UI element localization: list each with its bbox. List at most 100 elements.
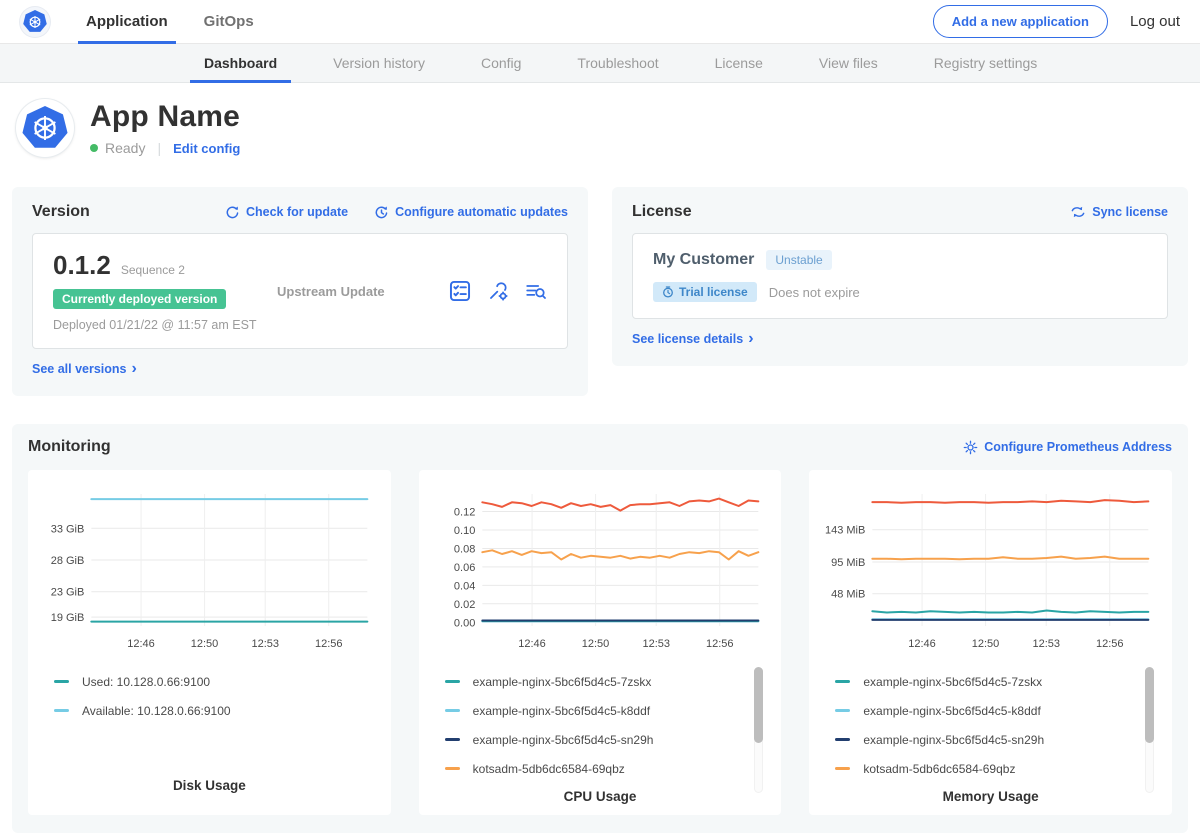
configure-prometheus-label: Configure Prometheus Address xyxy=(984,440,1172,454)
gear-icon xyxy=(963,440,978,454)
tab-registry-settings[interactable]: Registry settings xyxy=(920,44,1051,82)
memory-usage-panel: 143 MiB 95 MiB 48 MiB 12:46 12:50 12:53 12:56 … xyxy=(809,470,1173,815)
configure-prometheus-link[interactable]: Configure Prometheus Address xyxy=(963,440,1172,455)
legend-scrollbar[interactable] xyxy=(1145,667,1155,793)
divider: | xyxy=(157,140,162,156)
customer-name: My Customer xyxy=(653,251,755,268)
tab-troubleshoot[interactable]: Troubleshoot xyxy=(563,44,672,82)
check-for-update-label: Check for update xyxy=(245,205,349,219)
svg-text:0.06: 0.06 xyxy=(454,562,475,574)
chart-svg: 143 MiB 95 MiB 48 MiB 12:46 12:50 12:53 12:56 xyxy=(825,494,1150,650)
nav-tab-gitops-label: GitOps xyxy=(203,13,254,30)
wrench-gear-icon xyxy=(490,282,508,301)
status-label: Ready xyxy=(105,140,146,156)
sync-license-link[interactable]: Sync license xyxy=(1070,205,1168,219)
svg-text:12:56: 12:56 xyxy=(706,638,734,650)
logs-search-icon xyxy=(526,285,546,299)
svg-text:0.12: 0.12 xyxy=(454,507,475,519)
monitoring-card: Monitoring Configure Prometheus Address … xyxy=(12,424,1188,833)
trial-license-label: Trial license xyxy=(679,285,748,299)
sync-license-label: Sync license xyxy=(1092,205,1168,219)
edit-config-button[interactable] xyxy=(487,280,509,302)
version-number: 0.1.2 xyxy=(53,250,111,280)
svg-text:0.04: 0.04 xyxy=(454,580,475,592)
add-application-button[interactable]: Add a new application xyxy=(932,5,1108,38)
app-icon xyxy=(16,99,74,157)
tab-troubleshoot-label: Troubleshoot xyxy=(577,55,659,71)
legend-label: kotsadm-5db6dc6584-69qbz xyxy=(472,761,625,776)
legend-item: example-nginx-5bc6f5d4c5-7zskx xyxy=(444,667,770,696)
cpu-usage-legend: example-nginx-5bc6f5d4c5-7zskx example-ng… xyxy=(431,667,770,793)
tab-dashboard[interactable]: Dashboard xyxy=(190,44,292,83)
svg-text:12:50: 12:50 xyxy=(191,638,219,650)
chart-title: Disk Usage xyxy=(172,778,246,793)
tab-view-files[interactable]: View files xyxy=(805,44,892,82)
legend-item: example-nginx-5bc6f5d4c5-k8ddf xyxy=(444,696,770,725)
edit-config-link[interactable]: Edit config xyxy=(173,140,241,156)
svg-text:48 MiB: 48 MiB xyxy=(831,589,865,601)
configure-automatic-updates-label: Configure automatic updates xyxy=(395,205,568,219)
version-source-label: Upstream Update xyxy=(277,283,385,299)
legend-item: kotsadm-5db6dc6584-69qbz xyxy=(444,754,770,783)
tab-registry-settings-label: Registry settings xyxy=(933,55,1038,71)
checklist-icon xyxy=(449,280,471,302)
legend-label: Used: 10.128.0.66:9100 xyxy=(82,674,211,689)
legend-swatch xyxy=(835,680,851,683)
svg-text:95 MiB: 95 MiB xyxy=(831,557,865,569)
see-license-details-link[interactable]: See license details › xyxy=(632,330,754,347)
preflight-checks-button[interactable] xyxy=(449,280,471,302)
app-header: App Name Ready | Edit config xyxy=(0,83,1200,175)
top-nav: Application GitOps Add a new application… xyxy=(0,0,1200,44)
version-card-title: Version xyxy=(32,203,90,220)
view-logs-button[interactable] xyxy=(525,280,547,302)
legend-label: kotsadm-5db6dc6584-69qbz xyxy=(863,761,1016,776)
svg-text:12:53: 12:53 xyxy=(642,638,670,650)
legend-item: Used: 10.128.0.66:9100 xyxy=(54,667,379,696)
chevron-right-icon: › xyxy=(131,360,137,377)
tab-config[interactable]: Config xyxy=(467,44,535,82)
svg-text:33 GiB: 33 GiB xyxy=(51,523,85,535)
scrollbar-thumb[interactable] xyxy=(1145,667,1155,743)
cpu-usage-panel: 0.12 0.10 0.08 0.06 0.04 0.02 0.00 12:46 12:50 12… xyxy=(418,470,782,815)
deployed-timestamp: Deployed 01/21/22 @ 11:57 am EST xyxy=(53,318,257,332)
legend-item: kotsadm-5db6dc6584-69qbz xyxy=(835,754,1160,783)
legend-swatch xyxy=(835,709,851,712)
see-all-versions-label: See all versions xyxy=(32,362,127,376)
see-license-details-label: See license details xyxy=(632,332,744,346)
cpu-usage-chart: 0.12 0.10 0.08 0.06 0.04 0.02 0.00 12:46 12:50 12… xyxy=(431,484,770,661)
chart-svg: 0.12 0.10 0.08 0.06 0.04 0.02 0.00 12:46 12:50 12… xyxy=(454,494,760,650)
tab-license[interactable]: License xyxy=(701,44,777,82)
legend-label: example-nginx-5bc6f5d4c5-sn29h xyxy=(863,732,1045,747)
license-panel: My Customer Unstable Trial license Does … xyxy=(632,233,1168,319)
legend-swatch xyxy=(835,738,851,741)
tab-version-history[interactable]: Version history xyxy=(319,44,439,82)
legend-scrollbar[interactable] xyxy=(754,667,764,793)
ship-wheel-icon xyxy=(29,15,41,28)
nav-tab-application[interactable]: Application xyxy=(72,0,182,44)
see-all-versions-link[interactable]: See all versions › xyxy=(32,360,137,377)
disk-usage-panel: 33 GiB 28 GiB 23 GiB 19 GiB 12:46 12:50 12:53 1… xyxy=(28,470,391,815)
svg-text:0.10: 0.10 xyxy=(454,525,475,537)
version-sequence: Sequence 2 xyxy=(120,263,185,277)
current-version-panel: 0.1.2 Sequence 2 Currently deployed vers… xyxy=(32,233,568,349)
tab-dashboard-label: Dashboard xyxy=(204,55,278,71)
configure-automatic-updates-link[interactable]: Configure automatic updates xyxy=(374,205,568,220)
legend-label: example-nginx-5bc6f5d4c5-7zskx xyxy=(472,674,652,689)
logout-button[interactable]: Log out xyxy=(1129,13,1180,30)
check-for-update-link[interactable]: Check for update xyxy=(225,205,348,220)
legend-label: Available: 10.128.0.66:9100 xyxy=(82,703,231,718)
tab-license-label: License xyxy=(714,55,763,71)
svg-text:143 MiB: 143 MiB xyxy=(825,525,865,537)
legend-label: example-nginx-5bc6f5d4c5-7zskx xyxy=(863,674,1043,689)
legend-label: example-nginx-5bc6f5d4c5-k8ddf xyxy=(863,703,1041,718)
license-card: License Sync license My Customer Unstabl… xyxy=(612,187,1188,366)
chevron-right-icon: › xyxy=(748,330,754,347)
nav-tab-gitops[interactable]: GitOps xyxy=(190,0,268,43)
svg-text:12:46: 12:46 xyxy=(127,638,155,650)
svg-text:0.00: 0.00 xyxy=(454,617,475,629)
chart-svg: 33 GiB 28 GiB 23 GiB 19 GiB 12:46 12:50 12:53 1… xyxy=(51,494,369,650)
scrollbar-thumb[interactable] xyxy=(754,667,764,743)
legend-swatch xyxy=(54,680,69,683)
disk-usage-chart: 33 GiB 28 GiB 23 GiB 19 GiB 12:46 12:50 12:53 1… xyxy=(40,484,379,661)
license-expiry: Does not expire xyxy=(768,284,860,300)
